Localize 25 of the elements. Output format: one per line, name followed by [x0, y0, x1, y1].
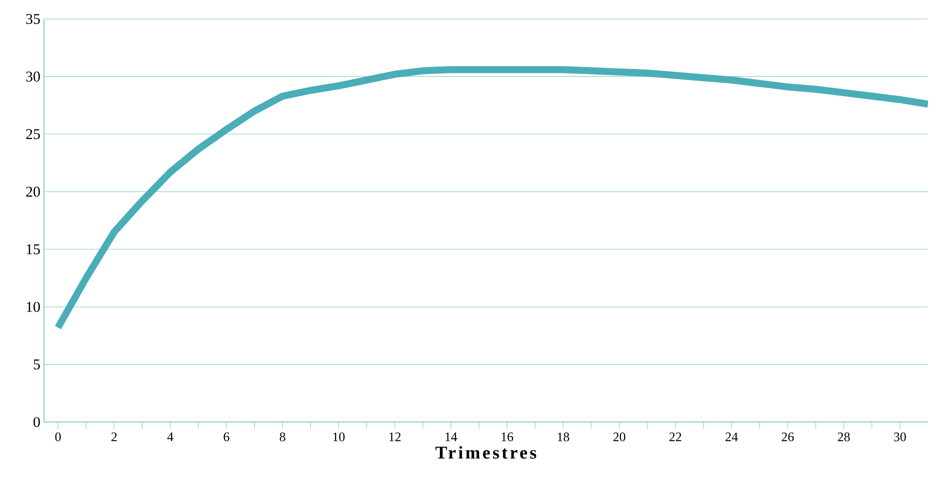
- x-tick-label: 26: [782, 432, 794, 442]
- x-tick-label: 6: [224, 432, 230, 442]
- y-tick-label: 25: [26, 129, 40, 140]
- y-tick-label: 20: [26, 186, 40, 197]
- x-tick-label: 30: [894, 432, 906, 442]
- x-tick-label: 2: [111, 432, 117, 442]
- y-tick-label: 0: [34, 416, 40, 428]
- y-tick-label: 5: [34, 359, 40, 370]
- y-tick-label: 10: [26, 302, 40, 312]
- x-axis-title: Trimestres: [436, 446, 536, 459]
- y-tick-label: 35: [26, 14, 40, 24]
- x-tick-label: 4: [167, 432, 174, 442]
- x-tick-label: 0: [55, 432, 61, 442]
- y-tick-label: 15: [26, 244, 40, 254]
- x-tick-label: 22: [669, 432, 682, 442]
- x-tick-label: 14: [446, 432, 458, 442]
- x-tick-label: 12: [389, 432, 401, 442]
- x-tick-label: 28: [838, 432, 850, 442]
- x-tick-label: 24: [726, 432, 738, 442]
- x-tick-label: 16: [502, 432, 514, 442]
- x-tick-label: 20: [613, 432, 626, 442]
- x-tick-label: 10: [333, 432, 345, 442]
- x-tick-label: 8: [280, 432, 286, 442]
- x-tick-label: 18: [558, 432, 570, 442]
- y-tick-label: 30: [26, 72, 40, 82]
